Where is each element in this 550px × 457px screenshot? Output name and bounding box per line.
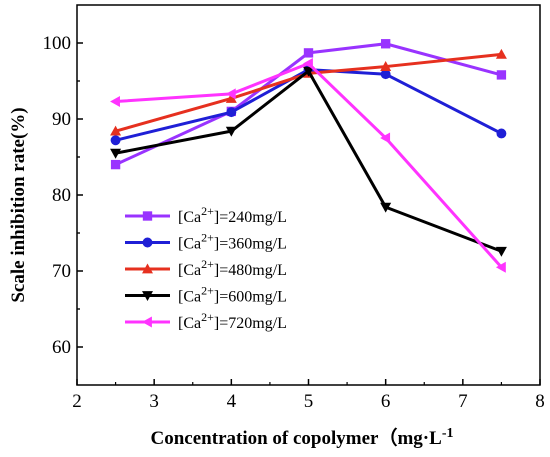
legend-marker-1 bbox=[142, 237, 153, 248]
legend-marker-2 bbox=[142, 263, 153, 274]
series-3 bbox=[110, 66, 507, 257]
series-2-point-3 bbox=[380, 61, 392, 71]
series-2-point-0 bbox=[110, 125, 122, 136]
legend-marker-4 bbox=[142, 316, 152, 328]
y-tick-label-0: 60 bbox=[52, 337, 71, 358]
series-3-point-3 bbox=[380, 202, 392, 213]
x-axis-title: Concentration of copolymer（mg·L-1 bbox=[151, 426, 454, 450]
legend: [Ca2+]=240mg/L [Ca2+]=360mg/L [Ca2+]=480mg… bbox=[125, 204, 287, 332]
x-tick-label-0: 2 bbox=[72, 391, 82, 412]
series-4-point-1 bbox=[225, 88, 236, 100]
series-4-point-4 bbox=[495, 261, 506, 273]
x-tick-label-5: 7 bbox=[458, 391, 468, 412]
series-4-line bbox=[115, 62, 503, 269]
series-0-point-0 bbox=[110, 159, 121, 170]
series-4 bbox=[110, 58, 506, 273]
x-tick-label-2: 4 bbox=[227, 391, 237, 412]
series-0-point-3 bbox=[380, 39, 391, 49]
series-1-point-4 bbox=[496, 128, 507, 139]
x-tick-label-3: 5 bbox=[304, 391, 314, 412]
legend-label-2: [Ca2+]=480mg/L bbox=[178, 257, 287, 279]
y-tick-label-1: 70 bbox=[52, 261, 71, 282]
y-tick-label-2: 80 bbox=[52, 185, 71, 206]
series-layer bbox=[110, 39, 507, 273]
series-3-point-2 bbox=[303, 66, 314, 77]
legend-marker-3 bbox=[142, 291, 153, 301]
x-tick-label-6: 8 bbox=[535, 391, 545, 412]
series-3-point-4 bbox=[495, 246, 507, 257]
legend-entry-1: [Ca2+]=360mg/L bbox=[125, 231, 287, 253]
legend-label-4: [Ca2+]=720mg/L bbox=[178, 310, 287, 332]
x-axis-title-sup: -1 bbox=[442, 426, 454, 441]
series-4-point-0 bbox=[110, 96, 120, 108]
legend-label-1: [Ca2+]=360mg/L bbox=[178, 231, 287, 253]
series-1-point-1 bbox=[226, 107, 237, 118]
y-tick-label-3: 90 bbox=[52, 109, 71, 130]
series-3-point-0 bbox=[110, 148, 122, 159]
legend-entry-0: [Ca2+]=240mg/L bbox=[125, 204, 287, 226]
series-4-point-2 bbox=[303, 58, 313, 70]
series-0-point-4 bbox=[496, 70, 507, 80]
series-2-point-4 bbox=[495, 48, 507, 59]
series-1-line bbox=[115, 68, 503, 142]
legend-label-0: [Ca2+]=240mg/L bbox=[178, 204, 287, 226]
y-axis-title: Scale inhibition rate(%) bbox=[8, 107, 29, 302]
series-3-point-1 bbox=[225, 126, 237, 137]
series-4-point-3 bbox=[380, 132, 391, 144]
legend-entry-3: [Ca2+]=600mg/L bbox=[125, 284, 287, 306]
legend-entry-2: [Ca2+]=480mg/L bbox=[125, 257, 287, 279]
series-1-point-0 bbox=[110, 135, 121, 146]
legend-entry-4: [Ca2+]=720mg/L bbox=[125, 310, 287, 332]
legend-label-3: [Ca2+]=600mg/L bbox=[178, 284, 287, 306]
axes: 2 3 4 5 6 7 8 60 70 80 90 100 bbox=[43, 4, 545, 412]
x-tick-label-4: 6 bbox=[381, 391, 391, 412]
x-tick-label-1: 3 bbox=[149, 391, 159, 412]
series-1-point-3 bbox=[380, 69, 391, 80]
y-tick-label-4: 100 bbox=[43, 33, 72, 54]
series-2-point-1 bbox=[225, 92, 237, 103]
x-axis-title-main: Concentration of copolymer（mg·L bbox=[151, 426, 442, 449]
legend-marker-0 bbox=[142, 211, 153, 221]
series-0-point-2 bbox=[303, 48, 314, 58]
